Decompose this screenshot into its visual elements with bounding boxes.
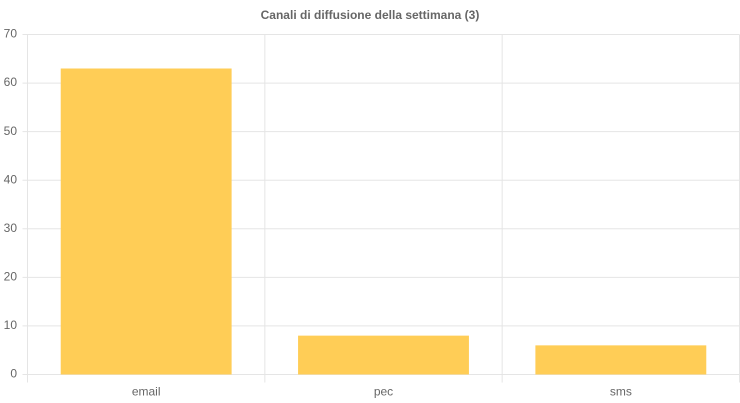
y-tick-label: 30	[4, 221, 18, 235]
chart-title: Canali di diffusione della settimana (3)	[261, 8, 480, 22]
x-tick-label: pec	[374, 385, 393, 399]
y-tick-label: 0	[10, 367, 17, 381]
y-tick-label: 70	[4, 27, 18, 41]
y-tick-label: 10	[4, 318, 18, 332]
y-tick-label: 50	[4, 124, 18, 138]
y-tick-label: 60	[4, 75, 18, 89]
bar	[60, 68, 232, 375]
bar	[535, 345, 707, 375]
x-tick-label: email	[132, 385, 161, 399]
y-tick-label: 40	[4, 172, 18, 186]
y-tick-label: 20	[4, 270, 18, 284]
bar	[298, 335, 469, 375]
x-tick-label: sms	[610, 385, 632, 399]
